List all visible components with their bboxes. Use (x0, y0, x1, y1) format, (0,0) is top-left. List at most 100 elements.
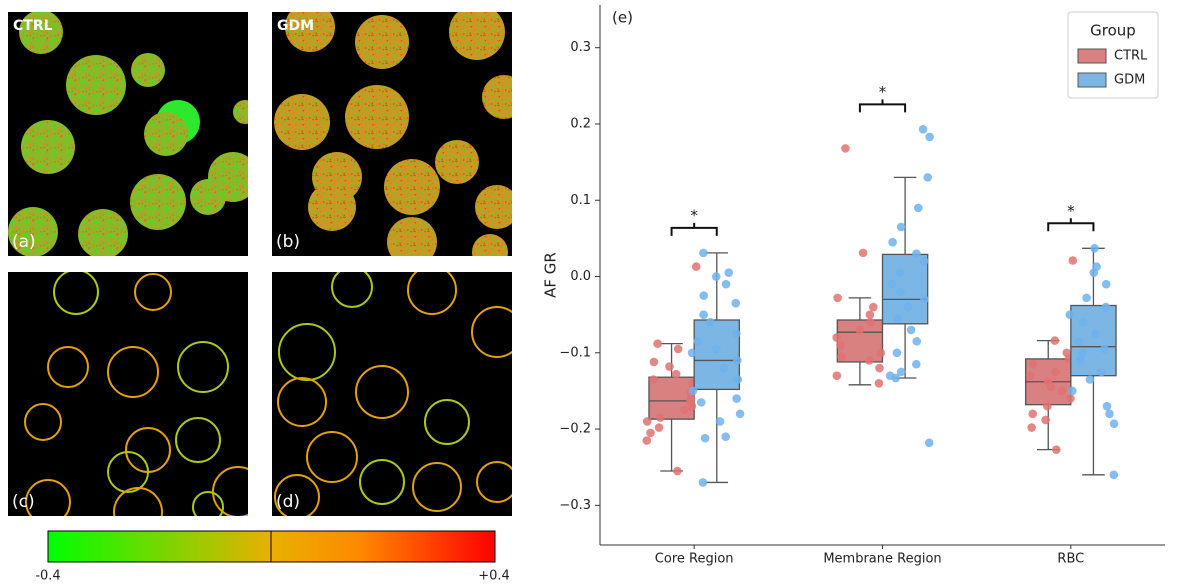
data-point (653, 339, 662, 348)
data-point (1102, 401, 1112, 411)
data-point (865, 310, 875, 319)
cell-membrane (53, 272, 99, 315)
data-point (649, 375, 658, 384)
significance-bracket (670, 222, 718, 236)
cell-membrane (359, 459, 405, 505)
x-tick-label: RBC (1057, 552, 1084, 567)
cell-membrane (175, 417, 221, 463)
data-point (733, 375, 743, 384)
data-point (699, 310, 708, 319)
cell (66, 55, 126, 115)
significance-label: * (690, 206, 698, 224)
cell (345, 85, 409, 149)
data-point (680, 405, 689, 415)
data-point (696, 398, 706, 407)
significance-label: * (879, 83, 887, 101)
cell-membrane (47, 346, 89, 388)
data-point (1025, 371, 1035, 380)
data-point (893, 314, 903, 323)
data-point (1097, 367, 1106, 377)
image-panel: (b) GDM (272, 12, 512, 256)
cell-membrane (407, 272, 457, 315)
data-point (866, 317, 875, 327)
data-point (925, 132, 934, 142)
data-point (1065, 310, 1075, 319)
data-point (841, 144, 850, 153)
data-point (1079, 317, 1088, 327)
data-point (912, 337, 922, 346)
cell (8, 207, 58, 256)
panel-label: (e) (612, 9, 633, 27)
data-point (836, 340, 845, 350)
data-point (721, 432, 730, 441)
data-point (906, 325, 916, 335)
y-tick-label: −0.2 (559, 422, 591, 437)
cell-membrane (192, 491, 224, 516)
cell (190, 179, 226, 215)
image-panel: (c) (8, 272, 248, 516)
data-point (874, 379, 884, 388)
y-tick-label: 0.1 (570, 193, 591, 208)
data-point (699, 291, 709, 300)
data-point (918, 125, 928, 134)
cell-membrane (306, 431, 358, 483)
cell (308, 183, 356, 231)
data-point (687, 348, 697, 358)
data-point (1074, 337, 1083, 346)
cell (355, 15, 409, 69)
data-point (876, 348, 886, 358)
cell (130, 174, 186, 230)
data-point (642, 436, 652, 445)
data-point (896, 287, 905, 297)
cells (24, 272, 248, 516)
data-point (891, 373, 901, 383)
data-point (1043, 401, 1052, 411)
image-bg (8, 272, 248, 516)
data-point (892, 348, 902, 358)
data-point (924, 438, 934, 448)
cell (21, 120, 75, 174)
data-point (896, 222, 906, 232)
box (881, 253, 929, 325)
data-point (706, 317, 715, 327)
data-point (649, 357, 659, 367)
data-point (732, 394, 741, 403)
cell-membrane (274, 474, 320, 516)
data-point (711, 272, 721, 281)
data-point (691, 262, 701, 271)
data-point (1068, 256, 1078, 265)
data-point (1046, 382, 1056, 392)
cell-membrane (412, 462, 462, 512)
data-point (923, 173, 932, 182)
cell-membrane (107, 451, 149, 493)
data-point (700, 433, 710, 443)
legend-label: CTRL (1114, 49, 1148, 64)
data-point (733, 356, 742, 365)
data-point (911, 359, 921, 369)
data-point (688, 386, 698, 396)
data-point (919, 256, 929, 266)
data-point (719, 363, 728, 373)
cell (131, 53, 165, 87)
cell-membrane (471, 306, 512, 358)
data-point (868, 302, 878, 312)
data-point (671, 369, 681, 379)
significance-bracket (1047, 218, 1095, 232)
data-point (724, 268, 734, 278)
data-point (1090, 244, 1099, 253)
y-tick-label: −0.1 (559, 345, 591, 360)
cell-membrane (134, 273, 172, 311)
data-point (646, 428, 655, 438)
panel-label: (a) (12, 232, 36, 252)
data-point (1100, 344, 1109, 354)
image-panel: (a) CTRL (8, 12, 248, 256)
data-point (673, 344, 683, 354)
data-point (1066, 394, 1075, 403)
legend-title: Group (1090, 22, 1136, 40)
cells (274, 12, 512, 256)
data-point (895, 268, 905, 278)
data-point (912, 249, 921, 258)
box (693, 319, 741, 391)
data-point (855, 325, 865, 335)
